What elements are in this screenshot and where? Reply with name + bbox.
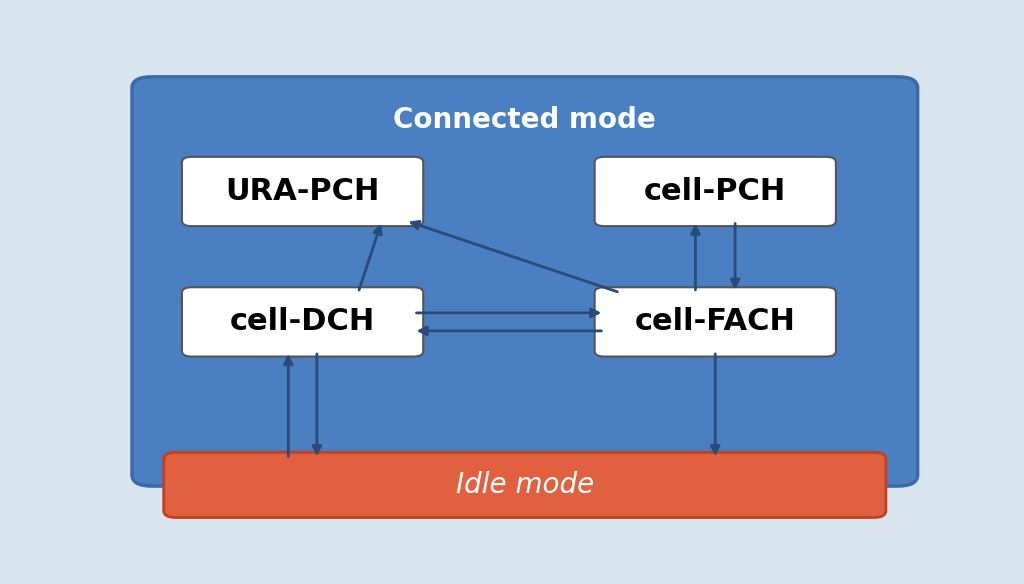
FancyBboxPatch shape <box>182 287 423 356</box>
Text: Idle mode: Idle mode <box>456 471 594 499</box>
FancyBboxPatch shape <box>595 157 836 226</box>
Text: cell-PCH: cell-PCH <box>644 177 786 206</box>
FancyBboxPatch shape <box>182 157 423 226</box>
FancyBboxPatch shape <box>132 77 918 486</box>
Text: cell-FACH: cell-FACH <box>635 307 796 336</box>
FancyBboxPatch shape <box>595 287 836 356</box>
Text: URA-PCH: URA-PCH <box>225 177 380 206</box>
FancyBboxPatch shape <box>164 452 886 517</box>
Text: cell-DCH: cell-DCH <box>230 307 375 336</box>
Text: Connected mode: Connected mode <box>393 106 656 134</box>
